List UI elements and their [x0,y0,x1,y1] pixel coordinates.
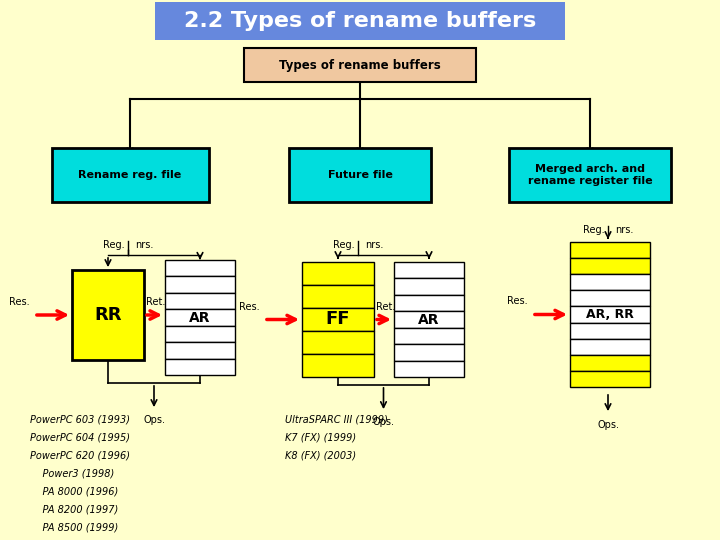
Bar [302,262,374,285]
Bar [570,339,650,355]
Text: Reg.: Reg. [583,225,605,235]
Bar [165,342,235,359]
Text: Merged arch. and
rename register file: Merged arch. and rename register file [528,164,652,186]
Text: K8 (FX) (2003): K8 (FX) (2003) [285,451,356,461]
Text: Ops.: Ops. [372,417,395,427]
Text: Ret.: Ret. [376,301,395,312]
Bar [394,262,464,279]
Bar [394,361,464,377]
Text: Res.: Res. [239,301,260,312]
Text: Rename reg. file: Rename reg. file [78,170,181,180]
Text: Future file: Future file [328,170,392,180]
FancyBboxPatch shape [52,148,209,202]
Text: Power3 (1998): Power3 (1998) [30,469,114,479]
Bar [394,328,464,344]
FancyBboxPatch shape [244,48,476,82]
Bar [570,274,650,291]
Text: RR: RR [94,306,122,324]
Text: 2.2 Types of rename buffers: 2.2 Types of rename buffers [184,11,536,31]
Bar [570,371,650,387]
FancyBboxPatch shape [509,148,671,202]
Text: nrs.: nrs. [615,225,634,235]
Text: K7 (FX) (1999): K7 (FX) (1999) [285,433,356,443]
Bar [165,293,235,309]
Bar [165,260,235,276]
Text: UltraSPARC III (1999): UltraSPARC III (1999) [285,415,388,425]
Text: FF: FF [325,310,350,328]
Text: nrs.: nrs. [365,240,383,250]
Text: PA 8200 (1997): PA 8200 (1997) [30,505,118,515]
Text: Ops.: Ops. [597,420,619,430]
Bar [570,291,650,306]
Text: AR: AR [418,313,440,327]
Text: Res.: Res. [9,297,30,307]
Text: PowerPC 620 (1996): PowerPC 620 (1996) [30,451,130,461]
Text: Res.: Res. [508,296,528,307]
Bar [394,311,464,328]
Text: PA 8500 (1999): PA 8500 (1999) [30,523,118,533]
Text: Ret.: Ret. [146,297,166,307]
Text: PowerPC 604 (1995): PowerPC 604 (1995) [30,433,130,443]
Bar [165,309,235,326]
Text: Reg.: Reg. [333,240,355,250]
Bar [302,331,374,354]
Bar [570,242,650,258]
Bar [165,359,235,375]
Bar [155,2,565,40]
Bar [72,270,144,360]
Bar [394,279,464,295]
Bar [394,344,464,361]
Bar [165,276,235,293]
Text: Types of rename buffers: Types of rename buffers [279,58,441,71]
Text: nrs.: nrs. [135,240,153,250]
Bar [570,258,650,274]
Bar [570,355,650,371]
Bar [394,295,464,311]
Bar [570,306,650,322]
Text: Ops.: Ops. [143,415,165,425]
Text: Reg.: Reg. [104,240,125,250]
Text: AR: AR [189,310,211,325]
Bar [165,326,235,342]
Bar [302,308,374,331]
Bar [302,285,374,308]
Text: AR, RR: AR, RR [586,308,634,321]
Bar [570,322,650,339]
FancyBboxPatch shape [289,148,431,202]
Bar [302,354,374,377]
Text: PowerPC 603 (1993): PowerPC 603 (1993) [30,415,130,425]
Text: PA 8000 (1996): PA 8000 (1996) [30,487,118,497]
